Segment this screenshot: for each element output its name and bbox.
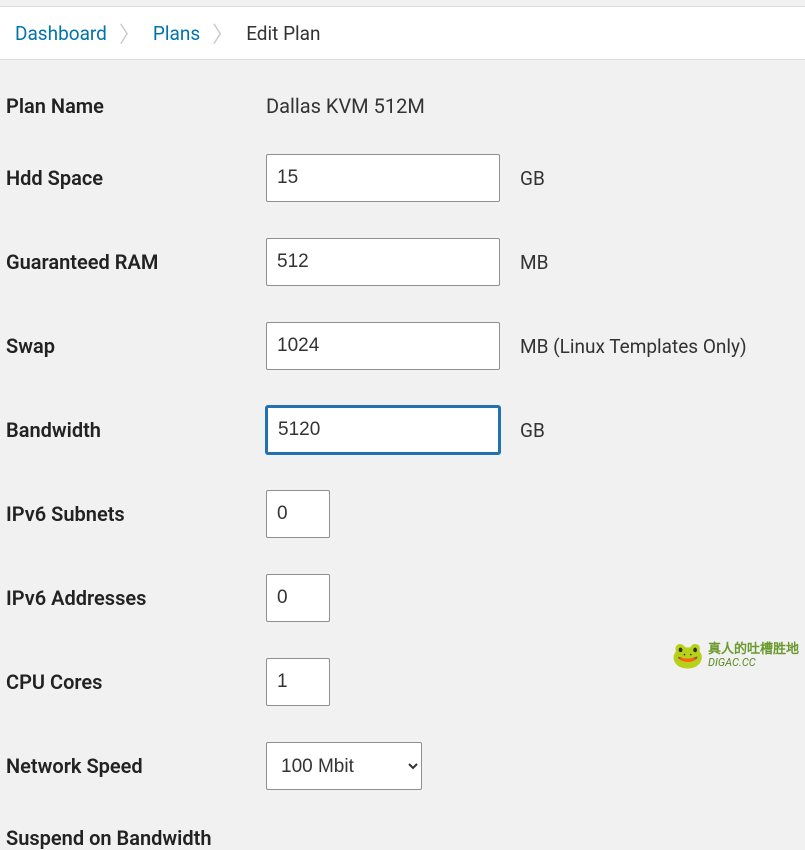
- hdd-space-input[interactable]: [266, 154, 500, 202]
- chevron-right-icon: 〉: [115, 17, 145, 49]
- bandwidth-label: Bandwidth: [4, 418, 266, 442]
- bandwidth-row: Bandwidth GB: [4, 388, 801, 472]
- watermark-url-text: DIGAC.CC: [708, 657, 799, 669]
- suspend-bandwidth-row: Suspend on Bandwidth: [4, 808, 801, 850]
- breadcrumb: Dashboard 〉 Plans 〉 Edit Plan: [0, 6, 805, 60]
- edit-plan-form: Plan Name Dallas KVM 512M Hdd Space GB G…: [0, 76, 805, 850]
- network-speed-label: Network Speed: [4, 754, 266, 778]
- breadcrumb-plans[interactable]: Plans: [153, 22, 200, 45]
- swap-row: Swap MB (Linux Templates Only): [4, 304, 801, 388]
- hdd-space-unit: GB: [520, 167, 545, 190]
- hdd-space-row: Hdd Space GB: [4, 136, 801, 220]
- ipv6-subnets-label: IPv6 Subnets: [4, 502, 266, 526]
- plan-name-row: Plan Name Dallas KVM 512M: [4, 76, 801, 136]
- ipv6-subnets-row: IPv6 Subnets: [4, 472, 801, 556]
- ipv6-addresses-label: IPv6 Addresses: [4, 586, 266, 610]
- bandwidth-input[interactable]: [266, 406, 500, 454]
- swap-unit: MB (Linux Templates Only): [520, 335, 747, 358]
- bandwidth-unit: GB: [520, 419, 545, 442]
- ipv6-addresses-input[interactable]: [266, 574, 330, 622]
- chevron-right-icon: 〉: [208, 17, 238, 49]
- breadcrumb-dashboard[interactable]: Dashboard: [15, 22, 107, 45]
- guaranteed-ram-unit: MB: [520, 251, 548, 274]
- guaranteed-ram-label: Guaranteed RAM: [4, 250, 266, 274]
- watermark-cn-text: 真人的吐槽胜地: [708, 643, 799, 657]
- guaranteed-ram-row: Guaranteed RAM MB: [4, 220, 801, 304]
- guaranteed-ram-input[interactable]: [266, 238, 500, 286]
- hdd-space-label: Hdd Space: [4, 166, 266, 190]
- suspend-bandwidth-label: Suspend on Bandwidth: [4, 826, 266, 850]
- network-speed-row: Network Speed 100 Mbit: [4, 724, 801, 808]
- cpu-cores-input[interactable]: [266, 658, 330, 706]
- swap-label: Swap: [4, 334, 266, 358]
- ipv6-subnets-input[interactable]: [266, 490, 330, 538]
- swap-input[interactable]: [266, 322, 500, 370]
- breadcrumb-current: Edit Plan: [246, 22, 320, 45]
- cpu-cores-label: CPU Cores: [4, 670, 266, 694]
- ipv6-addresses-row: IPv6 Addresses: [4, 556, 801, 640]
- plan-name-value: Dallas KVM 512M: [266, 94, 425, 118]
- plan-name-label: Plan Name: [4, 94, 266, 118]
- network-speed-select[interactable]: 100 Mbit: [266, 742, 422, 790]
